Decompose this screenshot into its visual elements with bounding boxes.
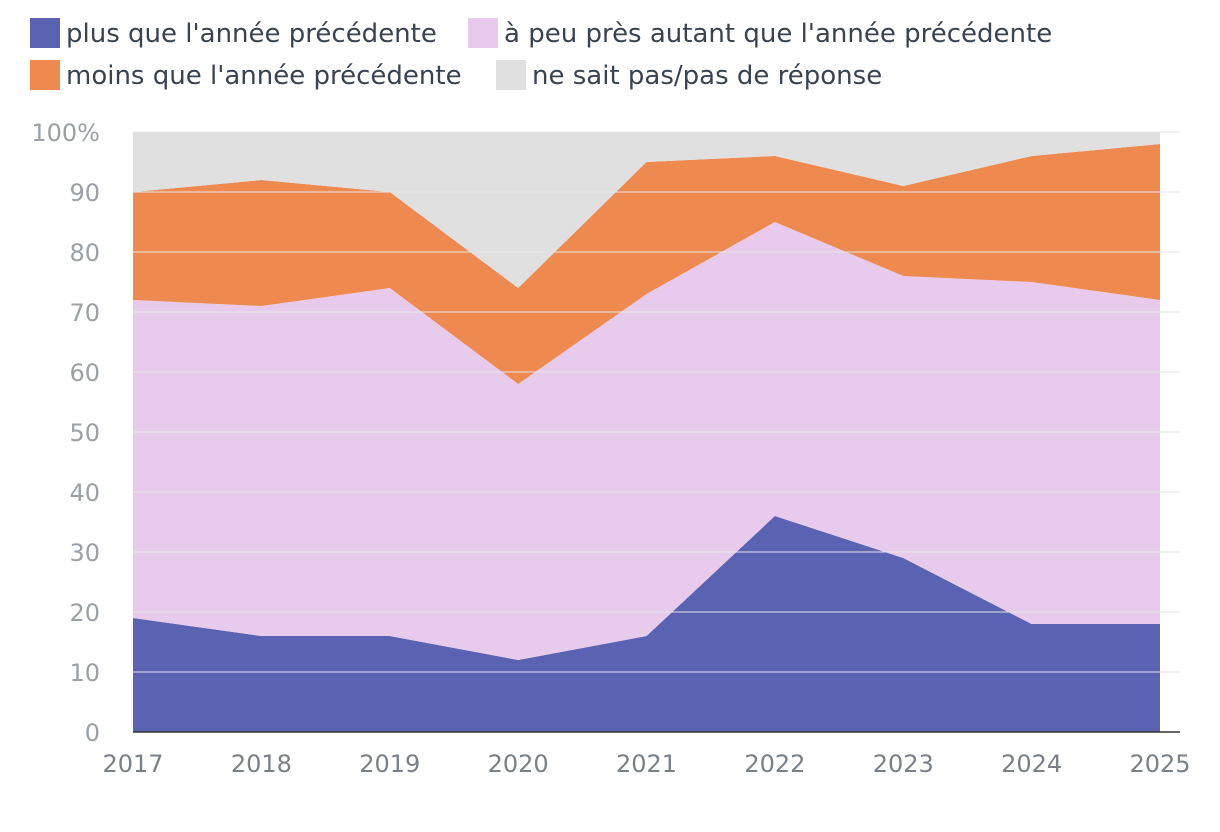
x-tick-label: 2018 (231, 750, 292, 778)
y-tick-label: 20 (69, 599, 100, 627)
legend: plus que l'année précédente à peu près au… (30, 18, 1052, 91)
y-tick-label: 90 (69, 179, 100, 207)
x-tick-label: 2021 (616, 750, 677, 778)
x-tick-label: 2024 (1001, 750, 1062, 778)
y-tick-label: 70 (69, 299, 100, 327)
x-tick-label: 2022 (744, 750, 805, 778)
y-tick-label: 80 (69, 239, 100, 267)
area-series-1 (133, 516, 1160, 732)
y-tick-label: 40 (69, 479, 100, 507)
x-tick-label: 2020 (488, 750, 549, 778)
y-tick-label: 50 (69, 419, 100, 447)
x-tick-label: 2025 (1129, 750, 1190, 778)
legend-label: moins que l'année précédente (66, 61, 462, 91)
x-axis-ticks: 2017 2018 2019 2020 2021 2022 2023 2024 2025 (102, 750, 1190, 778)
y-tick-label: 0 (85, 719, 100, 747)
y-tick-label: 100% (31, 119, 100, 147)
y-tick-label: 10 (69, 659, 100, 687)
legend-swatch (30, 60, 60, 90)
y-axis-ticks: 0 10 20 30 40 50 60 70 80 90 100% (31, 119, 100, 747)
x-tick-label: 2019 (359, 750, 420, 778)
legend-label: ne sait pas/pas de réponse (532, 61, 882, 91)
area-series-2 (133, 222, 1160, 660)
gridlines (133, 131, 1180, 673)
area-series-4 (133, 132, 1160, 288)
y-tick-label: 60 (69, 359, 100, 387)
y-tick-label: 30 (69, 539, 100, 567)
legend-label: plus que l'année précédente (66, 19, 437, 49)
legend-swatch (30, 18, 60, 48)
x-tick-label: 2017 (102, 750, 163, 778)
area-series-3 (133, 144, 1160, 384)
legend-label: à peu près autant que l'année précédente (504, 19, 1052, 49)
x-tick-label: 2023 (873, 750, 934, 778)
legend-swatch (468, 18, 498, 48)
legend-swatch (496, 60, 526, 90)
plot-areas (133, 132, 1160, 732)
